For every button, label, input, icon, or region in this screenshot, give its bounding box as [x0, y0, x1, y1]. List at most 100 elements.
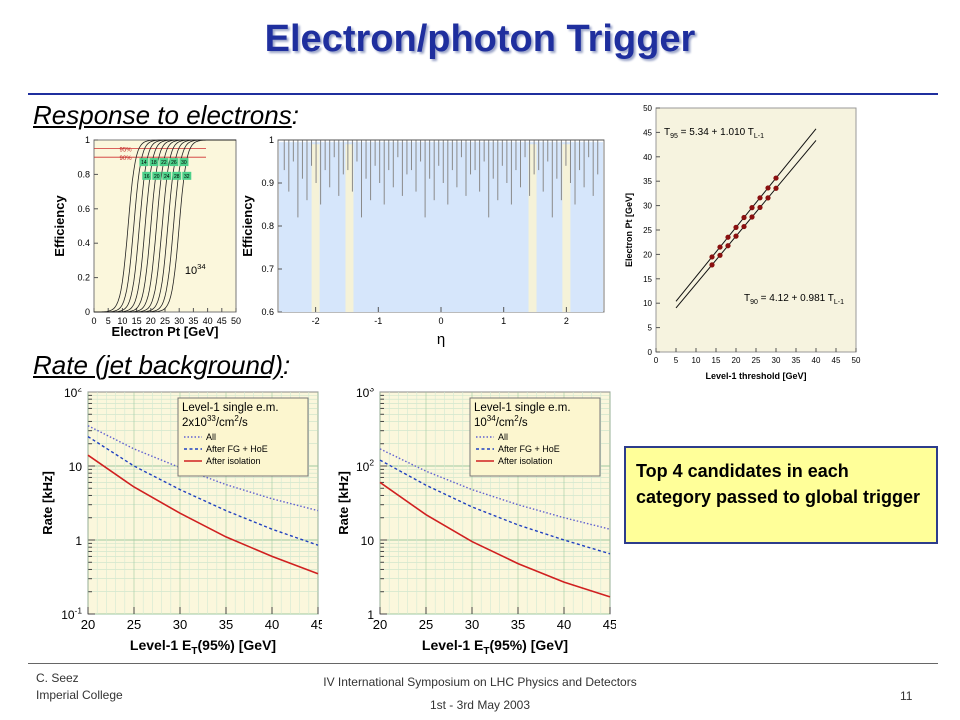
- y-tick-label: 10-1: [61, 606, 82, 622]
- legend-box: [469, 397, 601, 477]
- x-tick-label: 30: [174, 316, 184, 326]
- data-point-95: [733, 224, 739, 230]
- y-tick-label: 103: [356, 388, 374, 400]
- x-tick-label: 0: [91, 316, 96, 326]
- level-label: 90%: [120, 156, 133, 162]
- y-tick-label: 40: [643, 153, 652, 162]
- y-tick-label: 0.9: [261, 178, 274, 188]
- legend-entry: All: [498, 432, 508, 442]
- threshold-tag-label: 18: [151, 160, 157, 166]
- crack-gap: [562, 144, 571, 312]
- x-tick-label: 5: [674, 356, 679, 365]
- rate-heading-text: Rate (jet background): [33, 350, 284, 380]
- x-axis-label: Level-1 ET(95%) [GeV]: [422, 637, 568, 657]
- x-tick-label: 40: [203, 316, 213, 326]
- fit-equation-95: T95 = 5.34 + 1.010 TL-1: [664, 127, 764, 140]
- y-axis-label: Efficiency: [240, 195, 255, 257]
- data-point-95: [709, 254, 715, 260]
- footer-conference: IV International Symposium on LHC Physic…: [323, 675, 637, 689]
- data-point-90: [741, 223, 747, 230]
- level-label: 95%: [120, 148, 133, 154]
- x-tick-label: 35: [511, 617, 525, 632]
- data-point-95: [725, 234, 731, 240]
- y-tick-label: 5: [648, 324, 653, 333]
- title-divider: [28, 93, 938, 95]
- data-point-95: [765, 185, 771, 191]
- legend-entry: After FG + HoE: [206, 444, 268, 454]
- efficiency-curve: [94, 139, 236, 313]
- x-tick-label: 20: [373, 617, 387, 632]
- x-tick-label: 45: [832, 356, 841, 365]
- y-tick-label: 50: [643, 104, 652, 113]
- y-axis-label: Rate [kHz]: [40, 471, 55, 535]
- legend-entry: All: [206, 432, 216, 442]
- x-axis-label: Electron Pt [GeV]: [112, 324, 219, 339]
- y-tick-label: 0.8: [77, 169, 90, 179]
- x-tick-label: 45: [603, 617, 616, 632]
- data-point-95: [749, 205, 755, 211]
- legend-title: Level-1 single e.m.: [182, 402, 279, 414]
- x-tick-label: 20: [732, 356, 741, 365]
- rate-heading: Rate (jet background):: [33, 350, 291, 380]
- series-line: [87, 436, 319, 546]
- threshold-tag-label: 28: [174, 174, 180, 180]
- x-tick-label: 1: [501, 316, 506, 326]
- threshold-tag-label: 32: [184, 174, 190, 180]
- x-tick-label: 40: [812, 356, 821, 365]
- x-tick-label: 20: [81, 617, 95, 632]
- y-tick-label: 0.2: [77, 273, 90, 283]
- x-tick-label: 15: [712, 356, 721, 365]
- x-tick-label: 0: [438, 316, 443, 326]
- legend-entry: After isolation: [498, 456, 553, 466]
- footer-author: C. Seez: [36, 671, 79, 685]
- x-tick-label: 10: [117, 316, 127, 326]
- y-tick-label: 10: [361, 534, 375, 548]
- x-tick-label: 0: [654, 356, 659, 365]
- series-line: [87, 425, 319, 512]
- x-tick-label: 45: [217, 316, 227, 326]
- x-tick-label: 20: [146, 316, 156, 326]
- threshold-tag: [179, 158, 189, 167]
- threshold-tag: [152, 171, 162, 180]
- data-point-90: [757, 204, 763, 211]
- threshold-tag: [169, 158, 179, 167]
- data-point-95: [717, 244, 723, 250]
- data-point-95: [757, 195, 763, 201]
- y-tick-label: 35: [643, 177, 652, 186]
- x-axis-label: Level-1 ET(95%) [GeV]: [130, 637, 276, 657]
- y-tick-label: 25: [643, 226, 652, 235]
- x-tick-label: 15: [132, 316, 142, 326]
- data-point-95: [773, 175, 779, 181]
- data-point-90: [765, 195, 771, 201]
- rate-low-lumi-chart: 20 25 30 35 40 45 102 10 1 10-1 Level-1 single e.m…: [40, 388, 322, 657]
- x-tick-label: 50: [852, 356, 861, 365]
- data-point-90: [717, 252, 723, 258]
- threshold-tag: [159, 158, 169, 167]
- x-tick-label: 25: [752, 356, 761, 365]
- data-point-90: [733, 233, 739, 239]
- legend-entry: After FG + HoE: [498, 444, 560, 454]
- plot-frame: [655, 107, 857, 353]
- footer-date: 1st - 3rd May 2003: [429, 698, 531, 712]
- y-tick-label: 102: [64, 388, 82, 400]
- x-tick-label: 35: [188, 316, 198, 326]
- series-line: [379, 459, 611, 555]
- x-tick-label: 10: [692, 356, 701, 365]
- y-tick-label: 0.6: [77, 204, 90, 214]
- y-tick-label: 0: [85, 307, 90, 317]
- threshold-tag-label: 16: [144, 174, 150, 180]
- fit-line: [675, 140, 817, 309]
- y-tick-label: 10: [69, 460, 83, 474]
- crack-gap: [528, 144, 537, 312]
- callout-box: Top 4 candidates in each category passed…: [624, 446, 938, 544]
- y-tick-label: 1: [85, 135, 90, 145]
- x-axis-label: Level-1 threshold [GeV]: [705, 371, 806, 381]
- threshold-tag: [149, 158, 159, 167]
- y-tick-label: 10: [643, 299, 652, 308]
- threshold-tag: [142, 171, 152, 180]
- plot-frame: [93, 139, 237, 313]
- x-tick-label: 45: [311, 617, 322, 632]
- x-tick-label: 30: [465, 617, 479, 632]
- fit-line: [675, 128, 817, 302]
